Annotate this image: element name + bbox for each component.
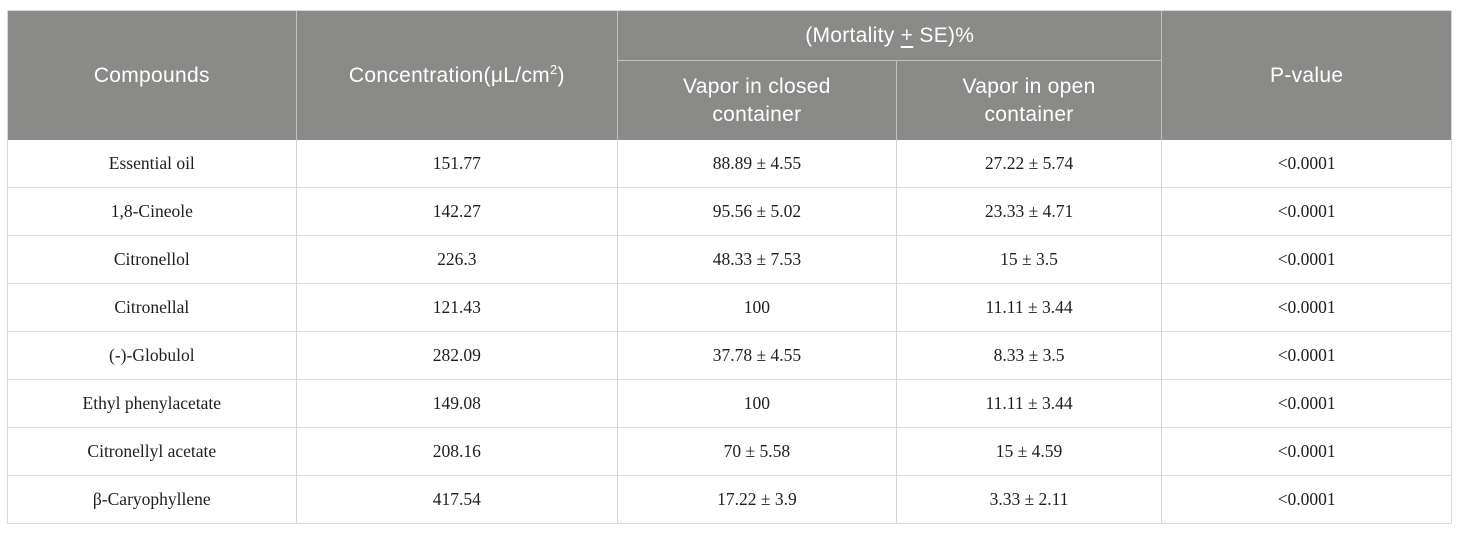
cell-concentration: 149.08 — [295, 379, 618, 427]
cell-compound: β-Caryophyllene — [8, 475, 296, 523]
cell-compound: Essential oil — [8, 140, 296, 187]
header-cell-compounds: Compounds — [8, 11, 296, 140]
header-group-mortality: (Mortality + SE)% — [617, 11, 1162, 61]
cell-concentration: 208.16 — [295, 427, 618, 475]
header-cell-pvalue: P-value — [1161, 11, 1451, 140]
cell-pvalue: <0.0001 — [1161, 235, 1451, 283]
cell-mortality-open: 23.33 ± 4.71 — [895, 187, 1162, 235]
cell-mortality-open: 27.22 ± 5.74 — [895, 140, 1162, 187]
cell-compound: 1,8-Cineole — [8, 187, 296, 235]
cell-mortality-open: 3.33 ± 2.11 — [895, 475, 1162, 523]
table-row: Citronellol 226.3 48.33 ± 7.53 15 ± 3.5 … — [8, 235, 1451, 283]
cell-compound: Citronellol — [8, 235, 296, 283]
header-label-mortality-prefix: (Mortality — [805, 23, 901, 47]
cell-compound: Citronellal — [8, 283, 296, 331]
table-row: Citronellyl acetate 208.16 70 ± 5.58 15 … — [8, 427, 1451, 475]
cell-compound: Ethyl phenylacetate — [8, 379, 296, 427]
header-label-vapor-closed: Vapor in closed container — [683, 74, 831, 126]
header-label-pvalue: P-value — [1270, 63, 1344, 87]
cell-concentration: 142.27 — [295, 187, 618, 235]
header-label-concentration-superscript: 2 — [549, 61, 558, 77]
table-row: (-)-Globulol 282.09 37.78 ± 4.55 8.33 ± … — [8, 331, 1451, 379]
cell-mortality-closed: 17.22 ± 3.9 — [617, 475, 896, 523]
table-header: Compounds Concentration(μL/cm2) (Mortali… — [8, 11, 1451, 140]
header-label-vapor-open: Vapor in open container — [962, 74, 1096, 126]
cell-pvalue: <0.0001 — [1161, 427, 1451, 475]
cell-concentration: 417.54 — [295, 475, 618, 523]
cell-mortality-closed: 48.33 ± 7.53 — [617, 235, 896, 283]
cell-pvalue: <0.0001 — [1161, 379, 1451, 427]
cell-concentration: 226.3 — [295, 235, 618, 283]
cell-pvalue: <0.0001 — [1161, 475, 1451, 523]
mortality-results-table-container: Compounds Concentration(μL/cm2) (Mortali… — [7, 10, 1452, 524]
header-label-compounds: Compounds — [93, 63, 210, 87]
table-row: Citronellal 121.43 100 11.11 ± 3.44 <0.0… — [8, 283, 1451, 331]
table-row: Essential oil 151.77 88.89 ± 4.55 27.22 … — [8, 140, 1451, 187]
table-row: β-Caryophyllene 417.54 17.22 ± 3.9 3.33 … — [8, 475, 1451, 523]
cell-mortality-open: 11.11 ± 3.44 — [895, 379, 1162, 427]
mortality-results-table: Compounds Concentration(μL/cm2) (Mortali… — [8, 11, 1451, 523]
cell-pvalue: <0.0001 — [1161, 187, 1451, 235]
cell-mortality-open: 11.11 ± 3.44 — [895, 283, 1162, 331]
header-group-row: Compounds Concentration(μL/cm2) (Mortali… — [8, 11, 1451, 140]
cell-pvalue: <0.0001 — [1161, 140, 1451, 187]
plus-minus-symbol: + — [900, 23, 914, 47]
header-cell-vapor-closed: Vapor in closed container — [617, 61, 896, 140]
table-row: 1,8-Cineole 142.27 95.56 ± 5.02 23.33 ± … — [8, 187, 1451, 235]
header-label-concentration-suffix: ) — [557, 63, 565, 87]
cell-mortality-closed: 95.56 ± 5.02 — [617, 187, 896, 235]
cell-mortality-open: 15 ± 3.5 — [895, 235, 1162, 283]
header-label-mortality-suffix: SE)% — [913, 23, 975, 47]
cell-mortality-closed: 70 ± 5.58 — [617, 427, 896, 475]
cell-concentration: 282.09 — [295, 331, 618, 379]
header-sub-row: Vapor in closed container Vapor in open … — [8, 61, 1451, 140]
table-row: Ethyl phenylacetate 149.08 100 11.11 ± 3… — [8, 379, 1451, 427]
header-label-concentration-prefix: Concentration(μL/cm — [348, 63, 550, 87]
cell-mortality-closed: 100 — [617, 379, 896, 427]
header-cell-concentration: Concentration(μL/cm2) — [295, 11, 618, 140]
cell-pvalue: <0.0001 — [1161, 283, 1451, 331]
header-cell-vapor-open: Vapor in open container — [895, 61, 1162, 140]
cell-mortality-closed: 88.89 ± 4.55 — [617, 140, 896, 187]
cell-compound: Citronellyl acetate — [8, 427, 296, 475]
cell-mortality-open: 8.33 ± 3.5 — [895, 331, 1162, 379]
cell-mortality-closed: 37.78 ± 4.55 — [617, 331, 896, 379]
table-body: Essential oil 151.77 88.89 ± 4.55 27.22 … — [8, 140, 1451, 523]
cell-compound: (-)-Globulol — [8, 331, 296, 379]
cell-mortality-open: 15 ± 4.59 — [895, 427, 1162, 475]
cell-concentration: 121.43 — [295, 283, 618, 331]
cell-concentration: 151.77 — [295, 140, 618, 187]
cell-pvalue: <0.0001 — [1161, 331, 1451, 379]
cell-mortality-closed: 100 — [617, 283, 896, 331]
